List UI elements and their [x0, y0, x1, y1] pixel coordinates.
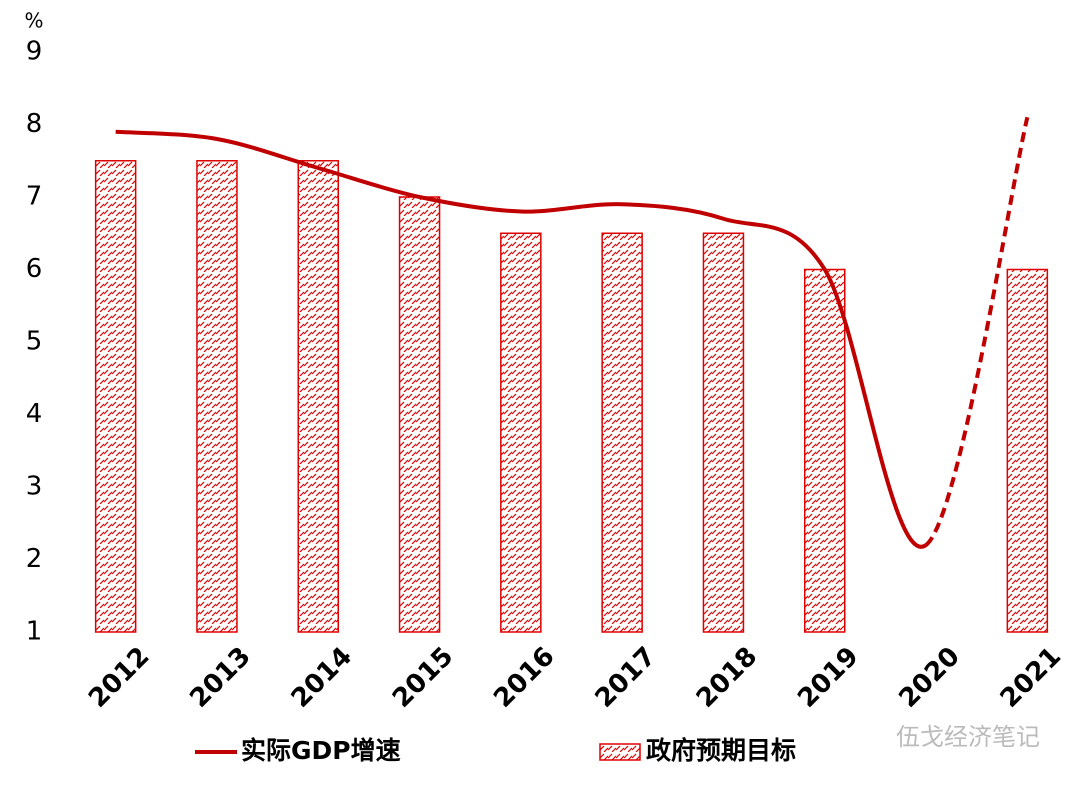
y-tick-label: 2: [26, 544, 43, 574]
legend-swatch: [599, 743, 641, 761]
y-unit: %: [24, 9, 43, 33]
legend-label: 政府预期目标: [646, 736, 796, 765]
legend-label: 实际GDP增速: [241, 736, 401, 765]
x-tick-label: 2013: [184, 641, 256, 713]
line: [115, 129, 928, 549]
y-tick-label: 6: [26, 254, 43, 284]
x-tick-label: 2018: [691, 641, 763, 713]
x-tick-label: 2016: [488, 641, 560, 713]
bar: [94, 160, 137, 633]
y-tick-label: 5: [26, 327, 43, 357]
y-tick-label: 7: [26, 182, 43, 212]
bar: [297, 160, 339, 633]
bar: [196, 160, 238, 633]
bar: [398, 196, 441, 633]
y-tick-label: 4: [26, 399, 43, 429]
bar: [804, 268, 846, 633]
bar: [702, 232, 745, 633]
x-tick-label: 2015: [387, 641, 459, 713]
y-tick-label: 8: [26, 109, 43, 139]
y-tick-label: 1: [26, 617, 43, 647]
bar: [1006, 268, 1049, 633]
x-tick-label: 2014: [286, 641, 358, 713]
y-tick-label: 3: [26, 472, 43, 502]
x-tick-label: 2019: [792, 641, 864, 713]
y-tick-label: 9: [26, 37, 43, 67]
bar: [601, 232, 643, 633]
watermark: 伍戈经济笔记: [896, 723, 1040, 751]
x-tick-label: 2021: [995, 641, 1067, 713]
x-tick-label: 2017: [590, 641, 662, 713]
x-tick-label: 2012: [83, 641, 155, 713]
x-tick-label: 2020: [894, 641, 966, 713]
bar: [500, 232, 542, 633]
